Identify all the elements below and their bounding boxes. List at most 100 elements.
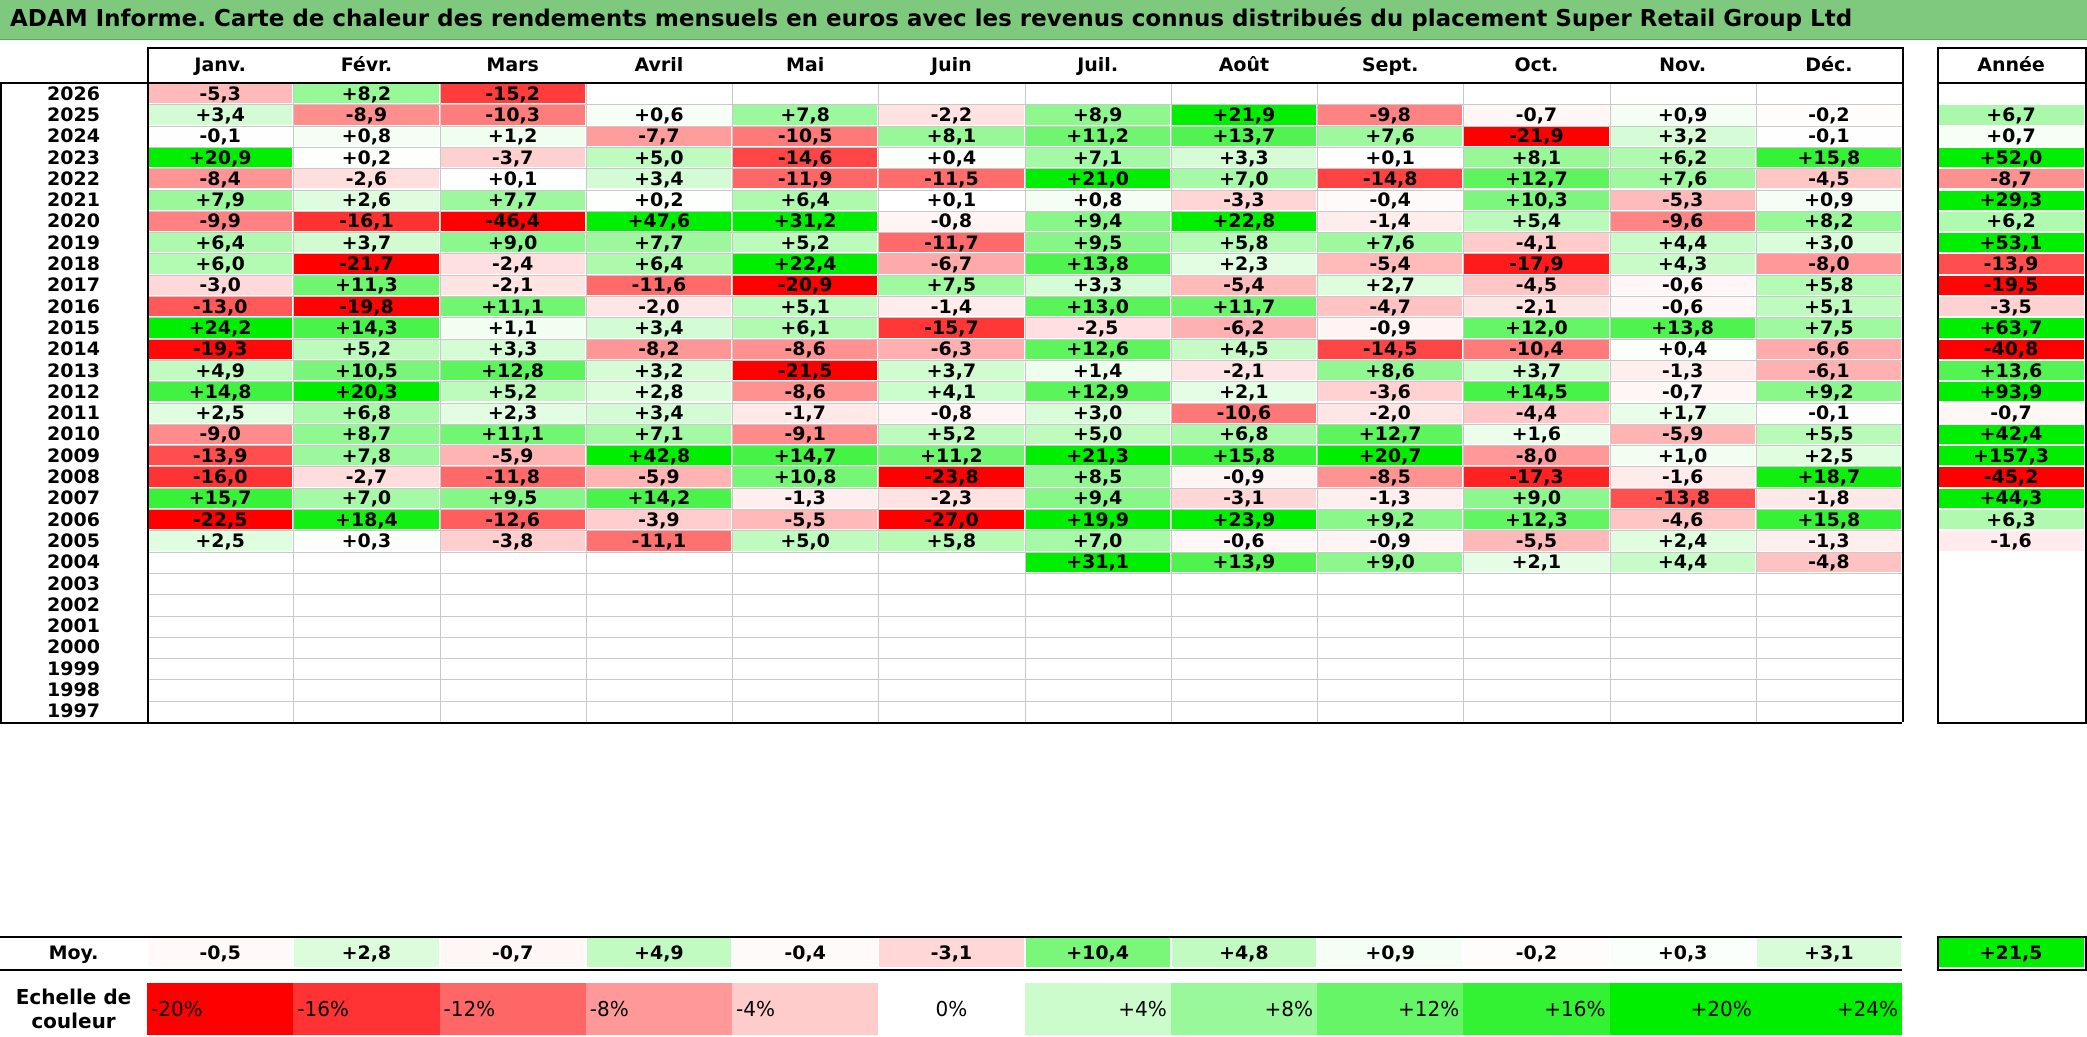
heat-cell: +5,2 [879, 424, 1024, 445]
heat-cell: -0,7 [1464, 105, 1609, 125]
heat-cell: -0,8 [879, 211, 1024, 232]
heat-cell: -5,4 [1171, 275, 1316, 295]
heat-cell: +22,4 [733, 254, 878, 274]
month-header: Janv. [194, 53, 246, 76]
heat-cell: -3,8 [440, 531, 585, 551]
heat-cell: -8,9 [294, 105, 439, 125]
heat-cell: -10,3 [440, 105, 585, 125]
average-cell: -0,7 [440, 938, 585, 967]
year-label: 2000 [47, 636, 100, 659]
avg-top [0, 936, 1902, 938]
heat-cell: +2,6 [294, 190, 439, 210]
heat-cell: +22,8 [1171, 211, 1316, 232]
heat-cell: -0,9 [1171, 467, 1316, 487]
heat-cell: -0,6 [1610, 275, 1755, 295]
heat-cell [294, 616, 439, 636]
heat-cell [148, 595, 293, 615]
heat-cell: -9,1 [733, 424, 878, 445]
heat-cell: -4,4 [1464, 403, 1609, 423]
heat-cell: -2,1 [1464, 297, 1609, 317]
heat-cell [1610, 637, 1755, 658]
heat-cell [1318, 701, 1463, 721]
heat-cell: +15,8 [1756, 510, 1901, 530]
heat-cell: -15,2 [440, 84, 585, 104]
month-header: Juin [931, 53, 972, 76]
heat-cell: -5,4 [1318, 254, 1463, 274]
heat-cell: +7,8 [294, 446, 439, 466]
heat-cell: +0,2 [294, 147, 439, 168]
heat-cell: +14,8 [148, 382, 293, 402]
heat-cell: -2,4 [440, 254, 585, 274]
heat-cell: +21,3 [1025, 446, 1170, 466]
heat-cell: +20,7 [1318, 446, 1463, 466]
heat-cell: -27,0 [879, 510, 1024, 530]
heat-cell [1610, 680, 1755, 700]
year-label: 2003 [47, 572, 100, 595]
annual-cell: +93,9 [1938, 382, 2084, 402]
scale-swatch: 0% [878, 983, 1025, 1035]
heat-cell: +6,4 [148, 233, 293, 253]
annual-cell [1938, 84, 2084, 104]
month-header: Févr. [340, 53, 393, 76]
heat-cell: +13,0 [1025, 297, 1170, 317]
annual-cell [1938, 680, 2084, 700]
heat-cell: -2,1 [1171, 360, 1316, 381]
heat-cell: -10,4 [1464, 339, 1609, 359]
heat-cell: -14,5 [1318, 339, 1463, 359]
year-label: 1997 [47, 700, 100, 722]
border-right [1902, 47, 1904, 722]
heat-cell [1318, 573, 1463, 594]
heat-cell: +13,9 [1171, 552, 1316, 572]
heat-cell: +7,6 [1318, 126, 1463, 146]
month-header: Sept. [1361, 53, 1419, 76]
year-label: 2018 [47, 253, 100, 275]
year-label: 2025 [47, 104, 100, 126]
heat-cell [1171, 701, 1316, 721]
heat-cell: -7,7 [586, 126, 731, 146]
heat-cell: +19,9 [1025, 510, 1170, 530]
heat-cell: +23,9 [1171, 510, 1316, 530]
annual-cell: +6,3 [1938, 510, 2084, 530]
annual-cell: +53,1 [1938, 233, 2084, 253]
heat-cell: -21,7 [294, 254, 439, 274]
heat-cell [879, 573, 1024, 594]
annual-cell: -8,7 [1938, 169, 2084, 189]
heat-cell: -3,1 [1171, 488, 1316, 508]
heat-cell: -5,5 [1464, 531, 1609, 551]
scale-swatch: -20% [147, 983, 294, 1035]
year-label: 2024 [47, 125, 100, 147]
heat-cell: +8,9 [1025, 105, 1170, 125]
heat-cell [733, 637, 878, 658]
heat-cell: -3,6 [1318, 382, 1463, 402]
heat-cell: +3,3 [440, 339, 585, 359]
average-cell: +10,4 [1025, 938, 1170, 967]
grid-hline [147, 274, 1902, 276]
heat-cell: +8,5 [1025, 467, 1170, 487]
average-cell: +2,8 [294, 938, 439, 967]
annual-bottom [1937, 722, 2087, 724]
heat-cell: +1,2 [440, 126, 585, 146]
heat-cell: -5,3 [148, 84, 293, 104]
heat-cell: -0,6 [1610, 297, 1755, 317]
heat-cell: +0,1 [879, 190, 1024, 210]
heat-cell: +0,4 [879, 147, 1024, 168]
heat-cell [1610, 616, 1755, 636]
heat-cell: +12,7 [1318, 424, 1463, 445]
heat-cell [586, 573, 731, 594]
heat-cell [148, 616, 293, 636]
heat-cell: +3,4 [148, 105, 293, 125]
scale-swatch: -16% [293, 983, 440, 1035]
month-header: Juil. [1077, 53, 1119, 76]
heat-cell: +6,4 [733, 190, 878, 210]
year-label: 2006 [47, 509, 100, 531]
heat-cell: +6,8 [294, 403, 439, 423]
scale-label: Echelle de couleur [0, 983, 147, 1035]
annual-cell: -1,6 [1938, 531, 2084, 551]
average-cell: +0,9 [1318, 938, 1463, 967]
heat-cell [1756, 637, 1901, 658]
heat-cell: -19,8 [294, 297, 439, 317]
heat-cell: +5,0 [586, 147, 731, 168]
heat-cell [1025, 616, 1170, 636]
heat-cell: +9,2 [1756, 382, 1901, 402]
heat-cell: +1,6 [1464, 424, 1609, 445]
